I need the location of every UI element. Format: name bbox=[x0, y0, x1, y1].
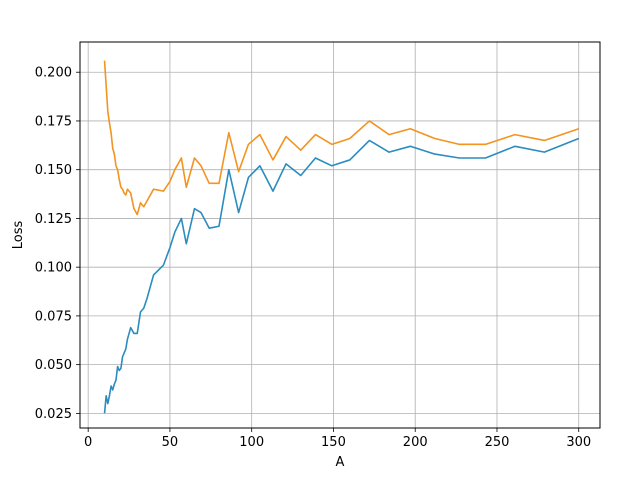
x-tick-label: 250 bbox=[485, 435, 510, 450]
y-tick-label: 0.150 bbox=[35, 163, 72, 178]
y-axis-ticks: 0.025 0.050 0.075 0.100 0.125 0.150 0.175 0.200 bbox=[35, 66, 80, 422]
x-tick-label: 300 bbox=[566, 435, 591, 450]
y-tick-label: 0.200 bbox=[35, 66, 72, 81]
x-tick-label: 150 bbox=[321, 435, 346, 450]
x-tick-label: 200 bbox=[403, 435, 428, 450]
plot-frame bbox=[79, 41, 601, 429]
x-axis-ticks: 0 50 100 150 200 250 300 bbox=[84, 428, 591, 450]
gridlines bbox=[80, 42, 600, 428]
x-tick-label: 0 bbox=[84, 435, 92, 450]
y-tick-label: 0.025 bbox=[35, 407, 72, 422]
y-tick-label: 0.125 bbox=[35, 212, 72, 227]
x-tick-label: 50 bbox=[162, 435, 179, 450]
y-axis-label: Loss bbox=[11, 221, 26, 250]
x-tick-label: 100 bbox=[239, 435, 264, 450]
series-line-1 bbox=[103, 137, 580, 414]
y-tick-label: 0.100 bbox=[35, 261, 72, 276]
y-tick-label: 0.175 bbox=[35, 114, 72, 129]
series-lines bbox=[103, 60, 580, 414]
x-axis-label: A bbox=[336, 455, 345, 470]
y-tick-label: 0.050 bbox=[35, 358, 72, 373]
series-line-2 bbox=[103, 60, 579, 216]
y-tick-label: 0.075 bbox=[35, 309, 72, 324]
